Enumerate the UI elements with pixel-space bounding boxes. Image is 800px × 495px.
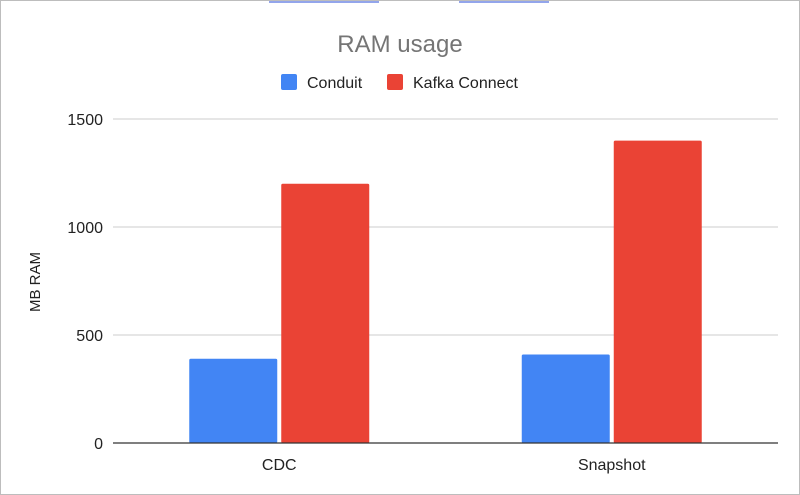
legend-label-conduit: Conduit <box>307 75 363 92</box>
x-tick-label-snapshot: Snapshot <box>578 457 646 474</box>
top-accent-left <box>269 1 379 3</box>
bar-kafka-connect-cdc <box>281 183 370 444</box>
bar-conduit-snapshot <box>521 354 610 443</box>
legend: Conduit Kafka Connect <box>281 74 519 92</box>
y-axis-title: MB RAM <box>27 252 44 312</box>
bars <box>189 140 702 444</box>
legend-swatch-conduit <box>281 74 297 90</box>
y-tick-labels: 0 500 1000 1500 <box>67 112 103 453</box>
top-accent-right <box>459 1 549 3</box>
y-tick-label: 1500 <box>67 112 103 129</box>
y-tick-label: 500 <box>76 328 103 345</box>
chart-title: RAM usage <box>337 31 462 58</box>
y-tick-label: 0 <box>94 436 103 453</box>
bar-kafka-connect-snapshot <box>613 140 702 443</box>
bar-conduit-cdc <box>189 358 278 443</box>
x-tick-label-cdc: CDC <box>262 457 297 474</box>
x-tick-labels: CDC Snapshot <box>262 457 646 474</box>
y-tick-label: 1000 <box>67 220 103 237</box>
legend-swatch-kafka-connect <box>387 74 403 90</box>
legend-label-kafka-connect: Kafka Connect <box>413 75 519 92</box>
